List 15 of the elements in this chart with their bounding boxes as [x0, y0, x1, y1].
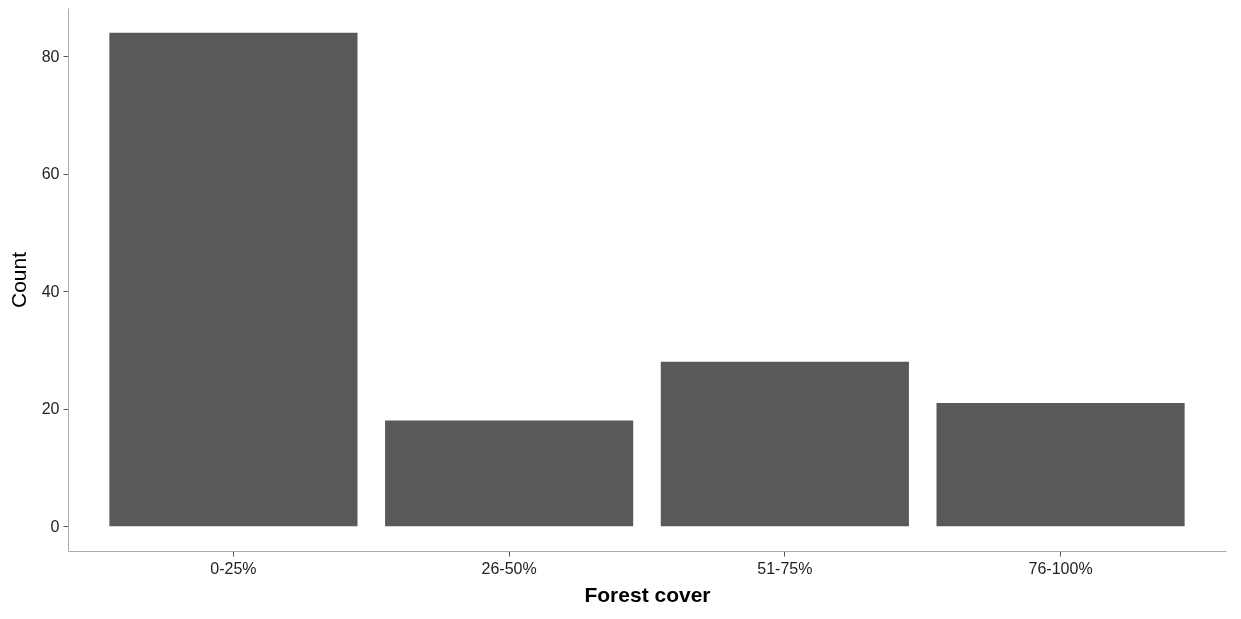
y-tick-label: 20	[41, 400, 60, 418]
y-tick-label: 80	[41, 47, 60, 65]
bar	[936, 402, 1185, 527]
y-tick-label: 40	[41, 282, 60, 300]
bar	[385, 420, 634, 527]
bar	[660, 361, 909, 527]
x-tick-label: 51-75%	[757, 559, 813, 577]
x-tick-label: 26-50%	[481, 559, 537, 577]
y-axis-title: Count	[6, 251, 30, 309]
x-axis-title: Forest cover	[584, 582, 711, 606]
bar	[109, 32, 358, 527]
x-tick-label: 0-25%	[210, 559, 257, 577]
y-tick-label: 60	[41, 165, 60, 183]
x-tick-label: 76-100%	[1028, 559, 1093, 577]
y-tick-label: 0	[50, 517, 60, 535]
